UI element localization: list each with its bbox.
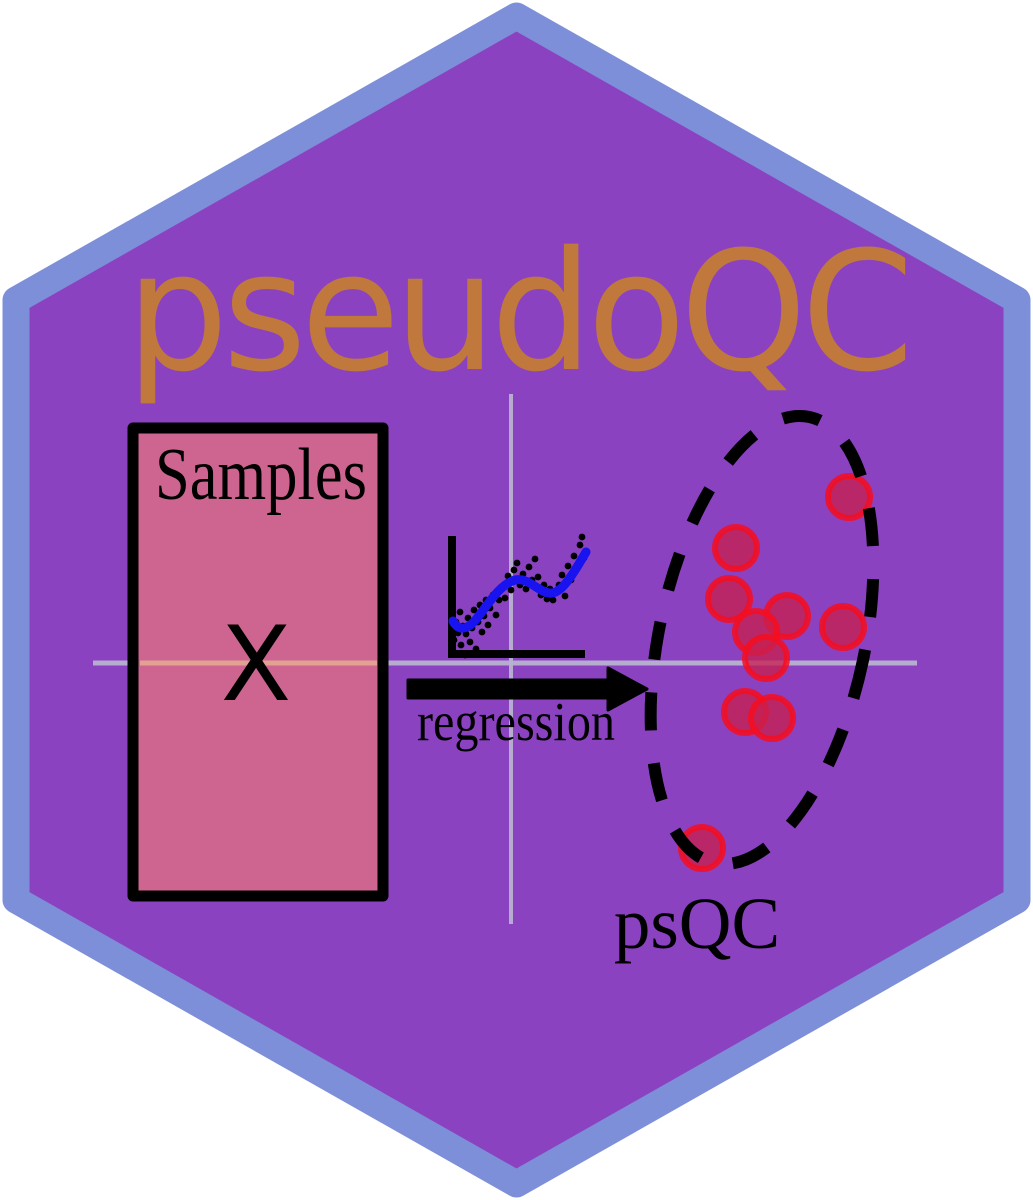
data-point	[456, 608, 464, 616]
data-point	[492, 611, 500, 619]
qc-cluster: psQC	[614, 409, 880, 964]
data-point	[742, 634, 790, 682]
data-point	[522, 585, 530, 593]
data-point	[510, 566, 518, 574]
miniplot-axes	[448, 536, 585, 658]
qc-dots	[678, 473, 873, 872]
samples-label: Samples	[155, 434, 367, 516]
data-point	[478, 628, 486, 636]
samples-matrix-symbol: X	[221, 605, 292, 725]
data-point	[578, 533, 586, 541]
data-point	[466, 638, 474, 646]
data-point	[561, 592, 569, 600]
data-point	[461, 651, 469, 659]
data-point	[558, 571, 566, 579]
data-point	[457, 641, 465, 649]
samples-box: Samples X	[127, 422, 389, 902]
regression-step: regression	[406, 666, 649, 752]
psqc-label: psQC	[614, 883, 780, 964]
data-point	[470, 606, 478, 614]
regression-arrow	[406, 666, 649, 712]
data-point	[705, 575, 753, 623]
qc-ellipse	[644, 409, 880, 871]
data-point	[748, 694, 796, 742]
data-point	[819, 603, 867, 651]
data-point	[570, 552, 578, 560]
data-point	[549, 596, 557, 604]
package-title: pseudoQC	[126, 216, 908, 408]
data-point	[525, 563, 533, 571]
data-point	[825, 473, 873, 521]
data-point	[534, 573, 542, 581]
data-point	[450, 636, 458, 644]
data-point	[531, 555, 539, 563]
data-point	[513, 559, 521, 567]
data-point	[712, 524, 760, 572]
miniplot	[448, 533, 591, 659]
data-point	[576, 541, 584, 549]
data-point	[507, 586, 515, 594]
regression-curve	[448, 547, 591, 633]
regression-label: regression	[417, 691, 615, 752]
data-point	[472, 645, 480, 653]
data-point	[564, 562, 572, 570]
data-point	[484, 621, 492, 629]
data-point	[501, 594, 509, 602]
